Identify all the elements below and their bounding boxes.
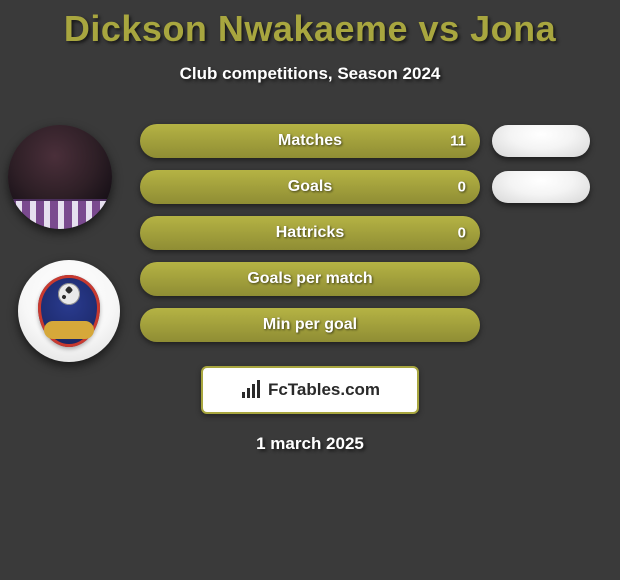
stat-bar: Hattricks 0 — [140, 216, 480, 250]
comparison-pill — [492, 171, 590, 203]
stat-label: Goals — [288, 178, 332, 196]
stat-bar: Matches 11 — [140, 124, 480, 158]
bar-chart-icon — [240, 380, 262, 400]
stat-label: Matches — [278, 132, 342, 150]
stat-row: Goals per match — [0, 262, 620, 296]
stat-row: Hattricks 0 — [0, 216, 620, 250]
stat-label: Goals per match — [247, 270, 372, 288]
branding-text: FcTables.com — [268, 380, 380, 400]
stats-list: Matches 11 Goals 0 Hattricks 0 Goals per match… — [0, 124, 620, 342]
stat-value: 11 — [450, 133, 466, 150]
stat-bar: Goals per match — [140, 262, 480, 296]
stat-value: 0 — [458, 225, 466, 242]
stat-bar: Min per goal — [140, 308, 480, 342]
stat-label: Min per goal — [263, 316, 357, 334]
branding-box: FcTables.com — [201, 366, 419, 414]
date-label: 1 march 2025 — [0, 434, 620, 454]
page-subtitle: Club competitions, Season 2024 — [0, 64, 620, 84]
stat-label: Hattricks — [276, 224, 344, 242]
comparison-pill — [492, 125, 590, 157]
page-title: Dickson Nwakaeme vs Jona — [0, 0, 620, 50]
stat-value: 0 — [458, 179, 466, 196]
stat-row: Min per goal — [0, 308, 620, 342]
stat-row: Matches 11 — [0, 124, 620, 158]
stat-row: Goals 0 — [0, 170, 620, 204]
stat-bar: Goals 0 — [140, 170, 480, 204]
